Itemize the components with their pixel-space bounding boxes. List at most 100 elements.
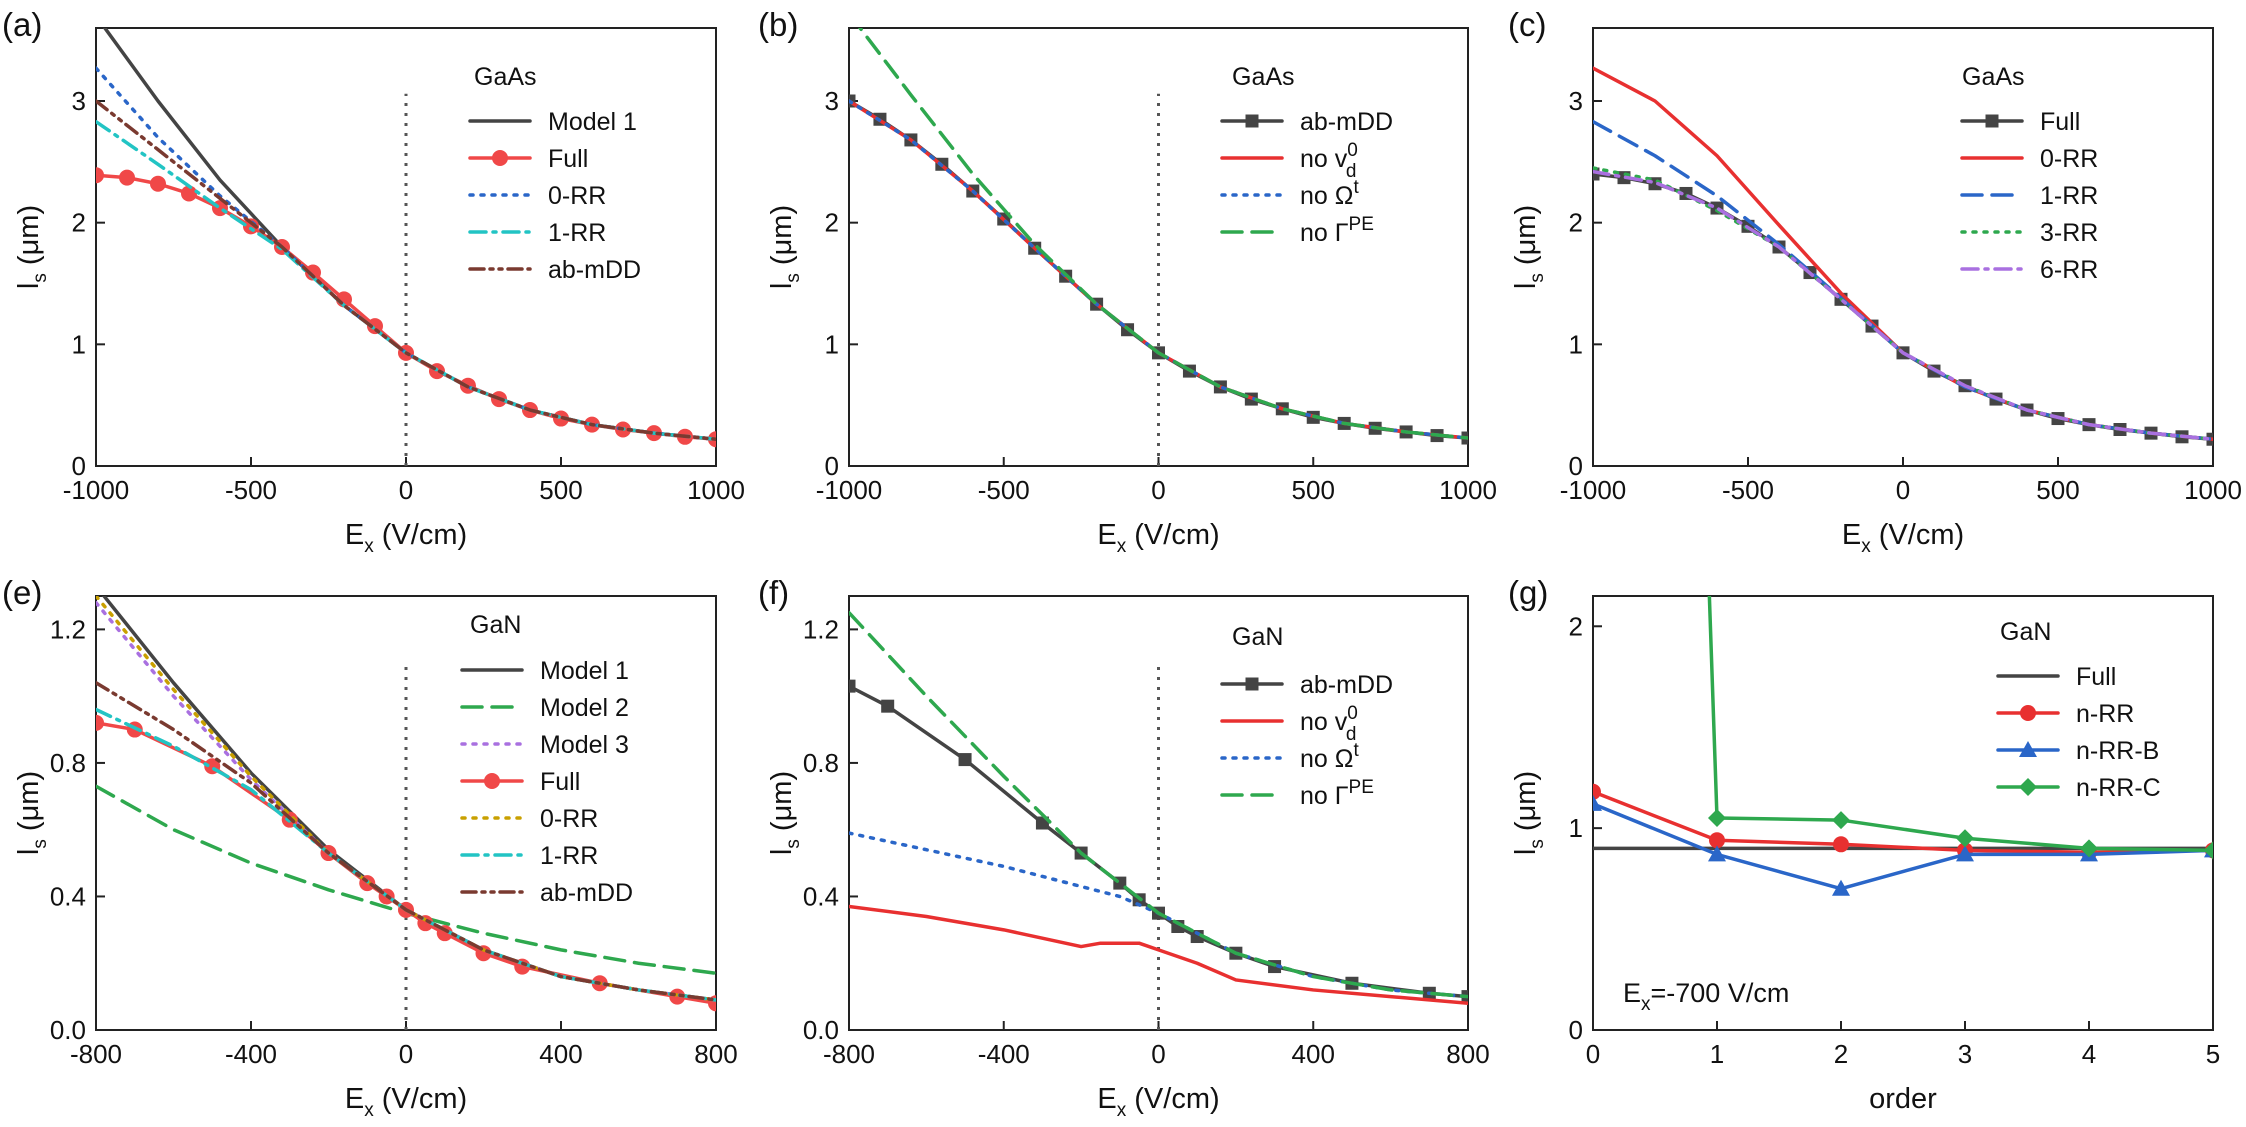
legend-text: Model 1 xyxy=(548,108,637,136)
y-axis-label-main: l xyxy=(13,283,45,289)
plot-frame xyxy=(1592,595,2214,1031)
legend-text: n-RR-C xyxy=(2076,774,2161,802)
legend-text: ab-mDD xyxy=(1300,108,1393,136)
legend-entry: no Ωt xyxy=(1300,740,1359,773)
panel-label: (c) xyxy=(1508,6,1546,43)
legend-entry: 3-RR xyxy=(2040,219,2098,247)
x-axis-label-unit: (V/cm) xyxy=(1871,519,1964,551)
legend-text: no Γ xyxy=(1300,219,1349,247)
y-tick-label: 0 xyxy=(72,451,86,481)
legend-entry: Full xyxy=(2040,108,2080,136)
data-point xyxy=(181,185,197,202)
annotation-rest: =-700 V/cm xyxy=(1651,978,1790,1008)
data-point xyxy=(1699,557,1717,575)
y-axis-label-main: l xyxy=(13,849,45,855)
data-area xyxy=(96,596,716,1012)
series-line-no- xyxy=(857,28,1468,440)
legend-entry: 0-RR xyxy=(2040,145,2098,173)
data-point xyxy=(1833,836,1849,853)
y-tick-label: 1.2 xyxy=(803,614,839,644)
legend-marker xyxy=(492,150,508,166)
y-tick-label: 0 xyxy=(1569,451,1583,481)
data-point xyxy=(1593,783,1601,800)
y-tick-label: 3 xyxy=(825,86,839,116)
legend-text: 0-RR xyxy=(548,182,606,210)
y-axis-label-sub: s xyxy=(1527,273,1548,283)
data-point xyxy=(1832,811,1850,830)
x-tick-label: 500 xyxy=(539,475,582,505)
data-area xyxy=(849,610,1468,1006)
data-area xyxy=(849,28,1468,445)
y-tick-label: 2 xyxy=(1569,611,1583,641)
legend-sub: d xyxy=(1346,161,1357,182)
legend-marker xyxy=(1245,677,1259,691)
data-point xyxy=(119,169,135,186)
legend-entry: Full xyxy=(2076,663,2116,691)
y-tick-label: 1 xyxy=(1569,329,1583,359)
series-line-3-rr xyxy=(1593,166,2213,441)
x-axis-label-sub: x xyxy=(1117,536,1127,557)
x-tick-label: 400 xyxy=(539,1039,582,1069)
x-tick-label: 0 xyxy=(1151,475,1165,505)
data-point xyxy=(1709,832,1725,849)
legend-text: Model 2 xyxy=(540,694,629,722)
panel-label: (a) xyxy=(2,6,42,43)
y-axis-label-unit: (μm) xyxy=(766,771,798,839)
legend-entry: Full xyxy=(540,768,580,796)
legend-text: Full xyxy=(2076,663,2116,691)
x-tick-label: 800 xyxy=(694,1039,737,1069)
y-axis-label-sub: s xyxy=(1527,839,1548,849)
y-axis-label: ls (μm) xyxy=(1510,771,1548,855)
x-tick-label: 0 xyxy=(1586,1039,1600,1069)
x-tick-label: 2 xyxy=(1834,1039,1848,1069)
x-tick-label: 4 xyxy=(2082,1039,2096,1069)
y-tick-label: 1 xyxy=(1569,813,1583,843)
x-tick-label: 3 xyxy=(1958,1039,1972,1069)
series-line-1-rr xyxy=(1593,119,2213,441)
y-tick-label: 0 xyxy=(825,451,839,481)
x-axis-label: Ex (V/cm) xyxy=(1097,519,1219,557)
panel-label: (b) xyxy=(758,6,798,43)
data-point xyxy=(1956,845,1974,862)
y-tick-label: 1 xyxy=(825,329,839,359)
x-axis-label-main: E xyxy=(1097,1083,1116,1115)
data-point xyxy=(881,699,895,713)
x-axis-label-main: E xyxy=(1842,519,1861,551)
panel-label: (e) xyxy=(2,574,42,611)
legend-text: ab-mDD xyxy=(540,879,633,907)
y-tick-label: 1 xyxy=(72,329,86,359)
y-tick-label: 0.0 xyxy=(803,1015,839,1045)
legend-entry: 6-RR xyxy=(2040,256,2098,284)
legend-text: Full xyxy=(548,145,588,173)
data-point xyxy=(1956,829,1974,848)
legend-entry: no v0 d xyxy=(1300,703,1358,745)
data-point xyxy=(1708,845,1726,862)
y-axis-label-main: l xyxy=(1510,849,1542,855)
x-tick-label: -500 xyxy=(978,475,1030,505)
y-axis-label-main: l xyxy=(766,849,798,855)
legend-entry: 1-RR xyxy=(548,219,606,247)
series-line-0-rr xyxy=(1593,66,2213,441)
data-area xyxy=(1593,66,2213,446)
legend-title: GaAs xyxy=(1962,63,2025,91)
y-axis-label-main: l xyxy=(766,283,798,289)
x-tick-label: 0 xyxy=(399,1039,413,1069)
x-tick-label: 0 xyxy=(399,475,413,505)
x-tick-label: -500 xyxy=(225,475,277,505)
x-tick-label: -500 xyxy=(1722,475,1774,505)
legend-sup: PE xyxy=(1349,777,1374,798)
y-axis-label: ls (μm) xyxy=(766,205,804,289)
data-area xyxy=(1593,557,2213,896)
y-tick-label: 3 xyxy=(72,86,86,116)
data-point xyxy=(243,218,259,235)
y-tick-label: 3 xyxy=(1569,86,1583,116)
legend-text: no Ω xyxy=(1300,182,1353,210)
y-axis-label-sub: s xyxy=(783,839,804,849)
y-tick-label: 2 xyxy=(72,208,86,238)
legend-text: n-RR xyxy=(2076,700,2134,728)
x-tick-label: 0 xyxy=(1896,475,1910,505)
legend-title: GaN xyxy=(470,611,521,639)
legend-text: 6-RR xyxy=(2040,256,2098,284)
legend-sup: 0 xyxy=(1347,703,1358,724)
x-axis-label: Ex (V/cm) xyxy=(345,1083,467,1121)
